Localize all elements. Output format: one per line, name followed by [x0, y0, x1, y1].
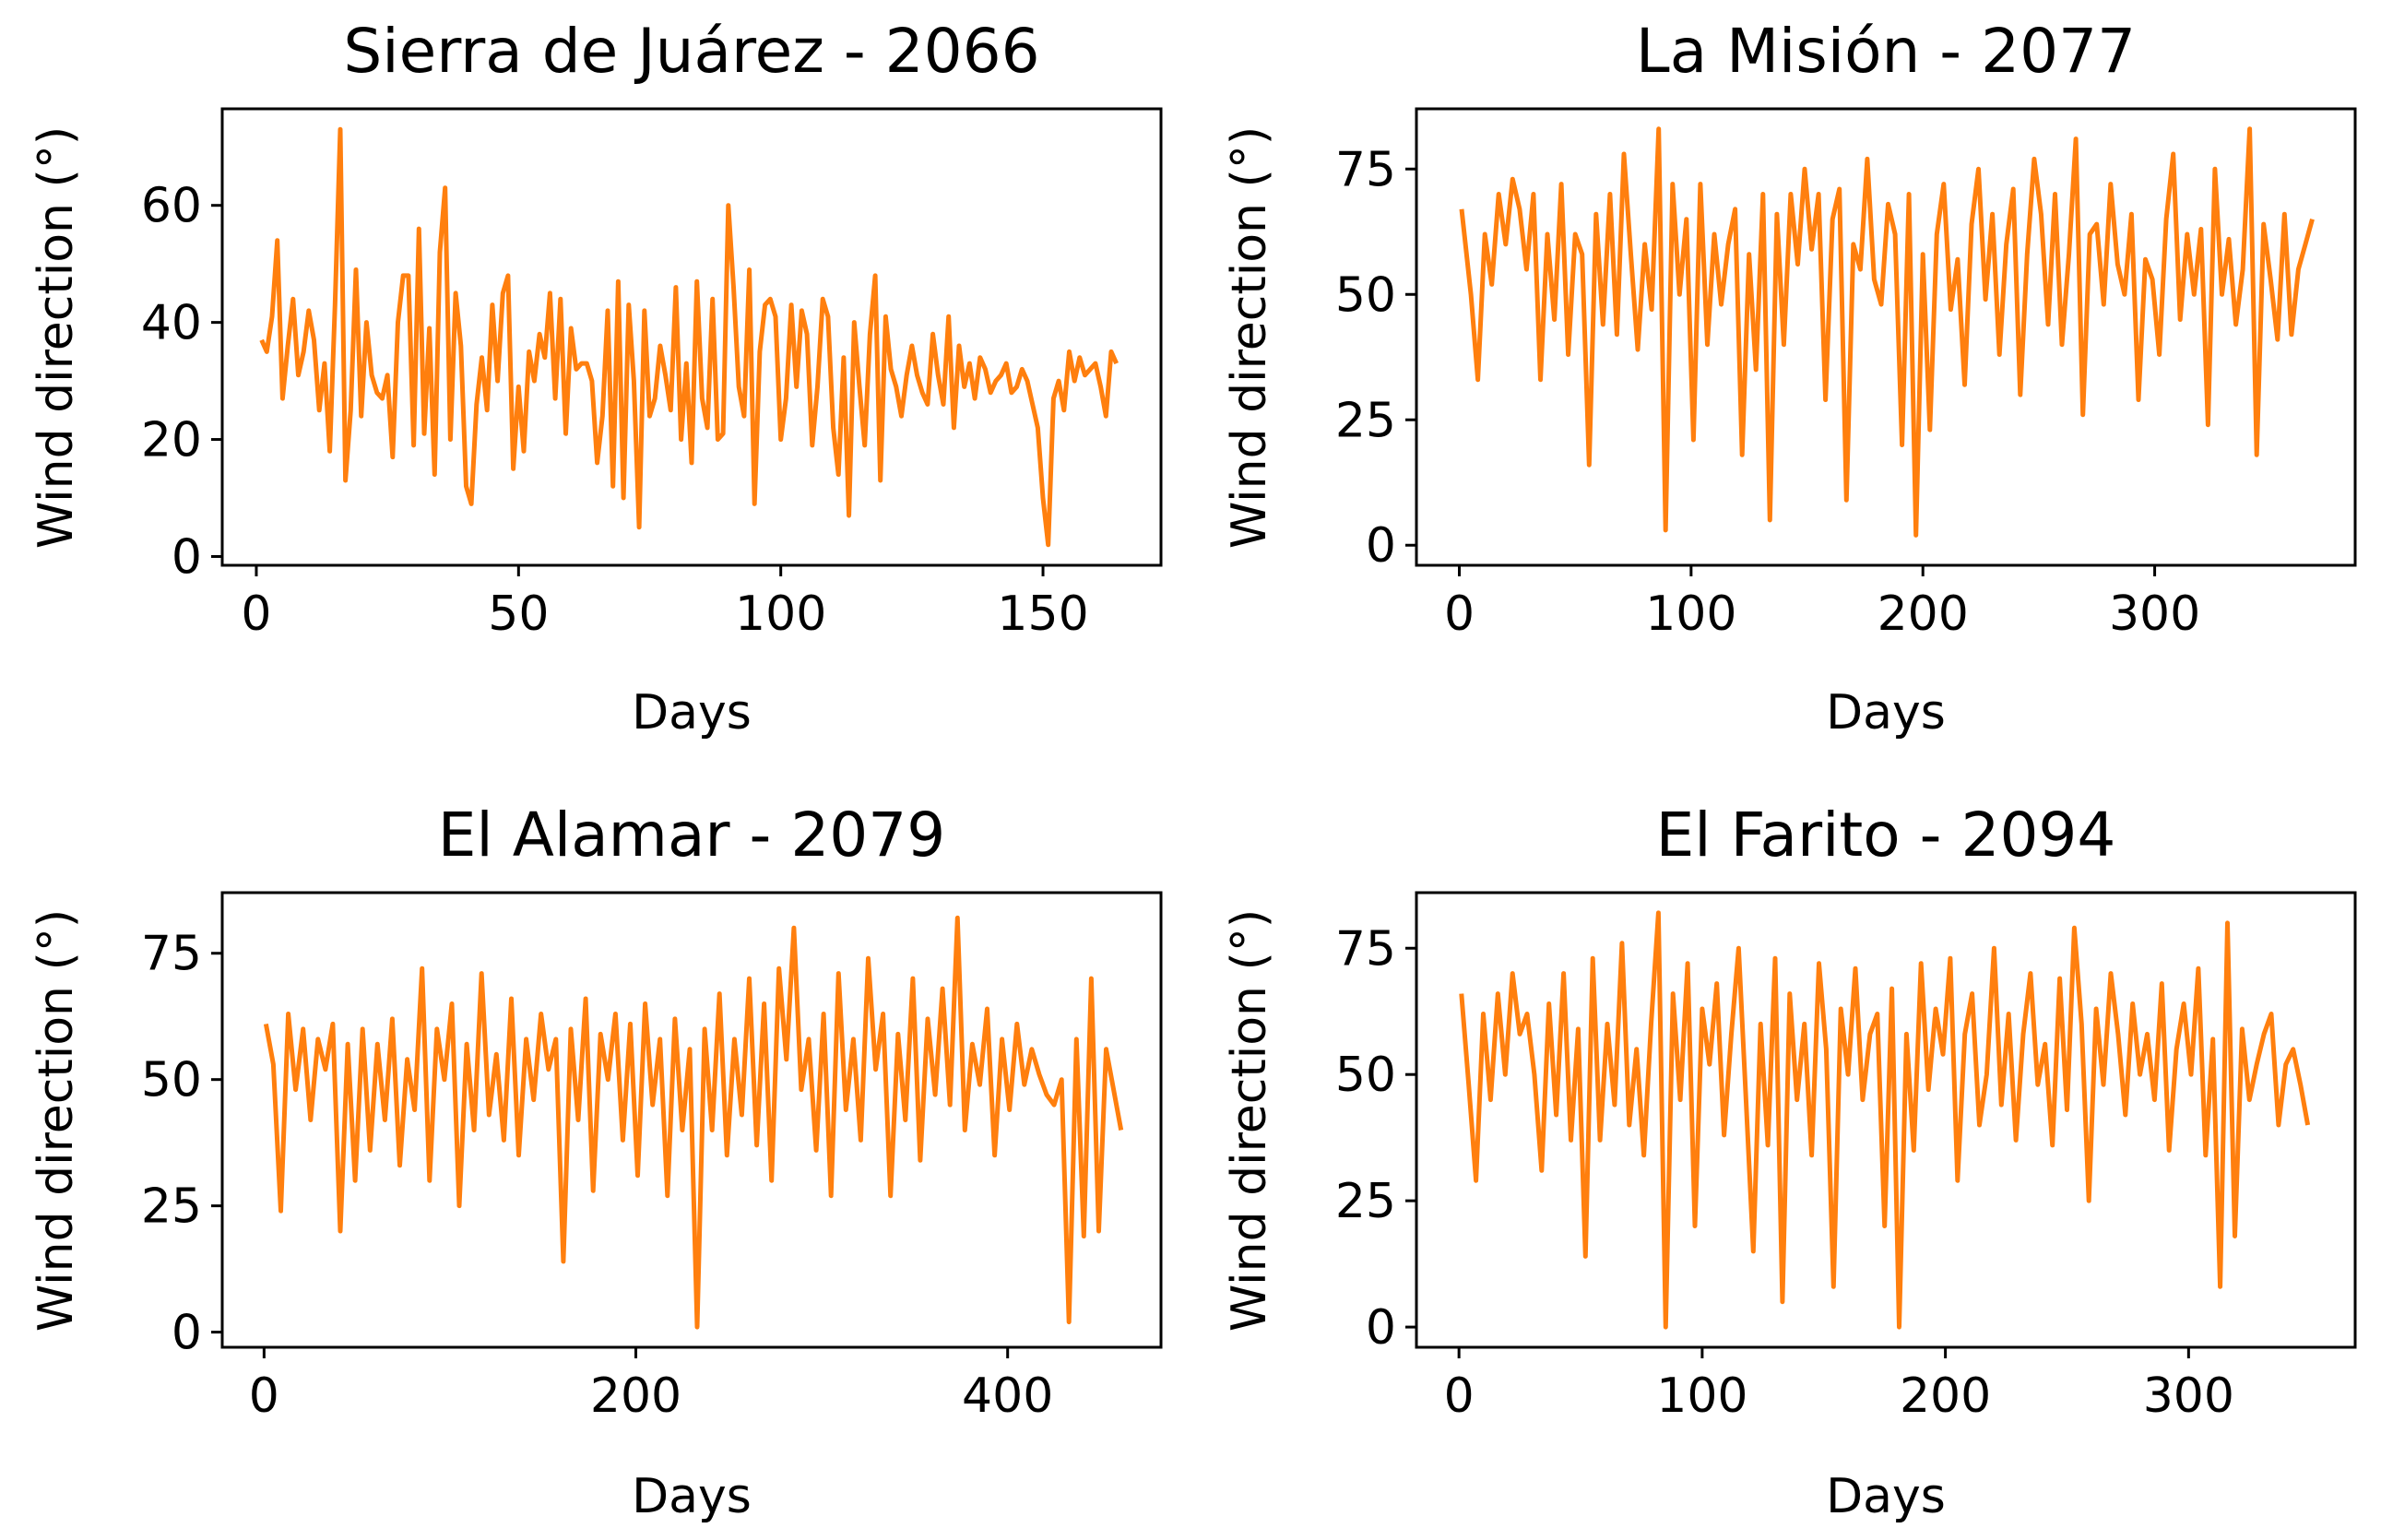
x-tick-label: 100	[1656, 1368, 1747, 1424]
chart-title: La Misión - 2077	[1636, 16, 2136, 87]
y-axis-label: Wind direction (°)	[29, 126, 84, 549]
y-tick-label: 0	[1366, 518, 1396, 574]
y-tick-label: 0	[172, 529, 202, 585]
x-tick-label: 0	[249, 1368, 279, 1424]
x-axis-label: Days	[632, 685, 752, 740]
y-tick-label: 25	[1335, 393, 1396, 448]
x-tick-label: 100	[1645, 586, 1736, 642]
chart-title: Sierra de Juárez - 2066	[343, 16, 1039, 87]
series-line-0	[1459, 126, 2315, 538]
panel-el-farito: El Farito - 2094 Days Wind direction (°)…	[1222, 800, 2357, 1524]
panel-el-alamar: El Alamar - 2079 Days Wind direction (°)…	[29, 800, 1163, 1524]
y-tick-label: 50	[1335, 1048, 1396, 1103]
x-tick-label: 0	[241, 586, 271, 642]
x-tick-label: 200	[590, 1368, 681, 1424]
y-tick-label: 75	[1335, 142, 1396, 197]
y-tick-label: 25	[1335, 1174, 1396, 1229]
x-tick-label: 100	[735, 586, 826, 642]
plot-frame	[1415, 891, 2357, 1349]
y-tick-label: 20	[141, 413, 202, 468]
y-tick-label: 60	[141, 179, 202, 234]
x-axis-label: Days	[1826, 1469, 1946, 1524]
y-tick-label: 0	[172, 1306, 202, 1361]
y-axis-label: Wind direction (°)	[1222, 126, 1277, 549]
x-tick-label: 150	[997, 586, 1088, 642]
y-tick-label: 50	[1335, 267, 1396, 323]
series-line-0	[1459, 910, 2311, 1330]
x-tick-label: 200	[1878, 586, 1969, 642]
chart-title: El Farito - 2094	[1656, 800, 2116, 871]
x-tick-label: 200	[1900, 1368, 1991, 1424]
plot-frame	[220, 107, 1163, 567]
panel-la-mision: La Misión - 2077 Days Wind direction (°)…	[1222, 16, 2357, 740]
y-tick-label: 0	[1366, 1300, 1396, 1356]
x-tick-label: 50	[488, 586, 549, 642]
plot-frame	[1415, 107, 2357, 567]
y-tick-label: 40	[141, 296, 202, 351]
y-tick-label: 25	[141, 1179, 202, 1235]
chart-title: El Alamar - 2079	[438, 800, 946, 871]
series-line-0	[259, 126, 1119, 548]
x-axis-label: Days	[632, 1469, 752, 1524]
x-tick-label: 300	[2143, 1368, 2234, 1424]
y-tick-label: 75	[1335, 921, 1396, 977]
x-tick-label: 400	[962, 1368, 1053, 1424]
y-axis-label: Wind direction (°)	[29, 909, 84, 1332]
x-tick-label: 0	[1444, 586, 1475, 642]
x-tick-label: 0	[1444, 1368, 1475, 1424]
x-tick-label: 300	[2109, 586, 2200, 642]
plot-frame	[220, 891, 1163, 1349]
y-tick-label: 75	[141, 927, 202, 982]
y-axis-label: Wind direction (°)	[1222, 909, 1277, 1332]
series-line-0	[263, 915, 1124, 1330]
x-axis-label: Days	[1826, 685, 1946, 740]
panel-sierra-de-juarez: Sierra de Juárez - 2066 Days Wind direct…	[29, 16, 1163, 740]
y-tick-label: 50	[141, 1053, 202, 1108]
